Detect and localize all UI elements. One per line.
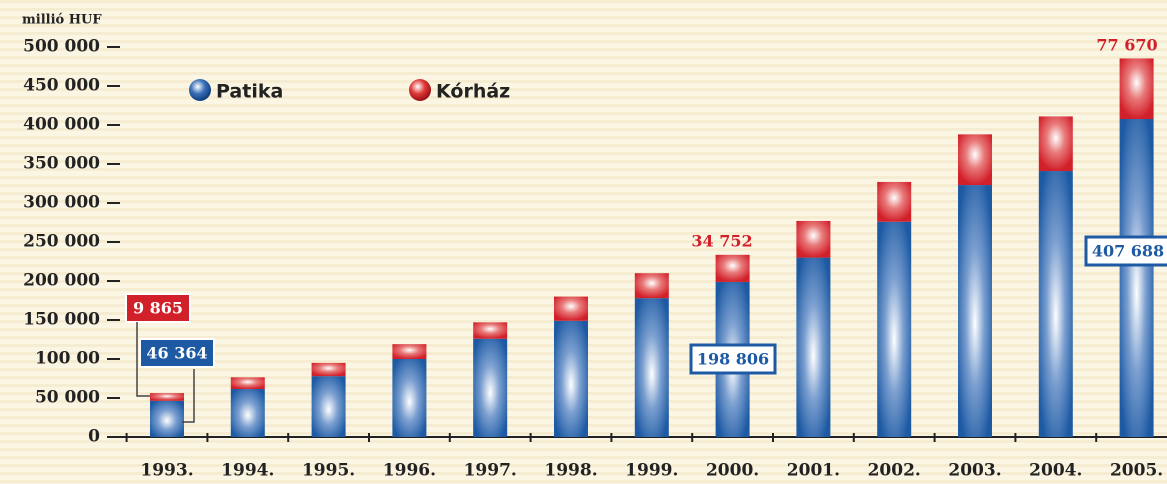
bar-segment: [554, 320, 588, 437]
x-tick-label: 1997.: [464, 461, 517, 481]
x-tick-label: 2003.: [948, 461, 1001, 481]
label-box: [689, 343, 777, 375]
bar-segment: [311, 362, 346, 377]
value-label: 407 688: [1092, 242, 1164, 261]
bar-segment: [311, 376, 346, 437]
bar-segment: [877, 181, 912, 222]
bar-segment: [796, 220, 831, 258]
bar-segment: [554, 296, 588, 321]
x-tick-label: 1995.: [302, 461, 355, 481]
bar-segment: [958, 134, 992, 186]
legend-swatch: [189, 79, 211, 101]
y-tick-label: 400 000: [23, 115, 100, 135]
x-tick-label: 2001.: [787, 461, 840, 481]
y-tick-label: 500 000: [23, 37, 100, 57]
bar-segment: [1038, 116, 1073, 172]
pointer: [182, 369, 195, 423]
y-tick-label: 0: [88, 427, 100, 447]
value-label: 198 806: [697, 350, 769, 369]
bar-segment: [230, 377, 265, 390]
y-tick-label: 200 000: [23, 271, 100, 291]
bar-segment: [473, 338, 508, 437]
pointer: [136, 322, 150, 397]
label-box: [139, 338, 215, 368]
bar-segment: [150, 393, 184, 401]
label-box: [125, 293, 191, 323]
legend-swatch: [409, 79, 431, 101]
x-tick-label: 1998.: [544, 461, 597, 481]
x-tick-label: 1999.: [625, 461, 678, 481]
y-tick-label: 300 000: [23, 193, 100, 213]
x-tick-label: 2002.: [868, 461, 921, 481]
bar-segment: [392, 344, 427, 359]
bar-segment: [634, 273, 669, 299]
label-box: [1084, 235, 1167, 267]
y-axis-label: millió HUF: [22, 13, 102, 28]
y-tick-label: 100 00: [35, 349, 100, 369]
bar-segment: [230, 389, 265, 437]
bar-segment: [877, 221, 912, 437]
bar-segment: [1038, 171, 1073, 437]
value-label: 77 670: [1096, 36, 1157, 55]
bar-segment: [150, 400, 184, 437]
bar-segment: [634, 298, 669, 437]
x-tick-label: 1993.: [140, 461, 193, 481]
bar-segment: [392, 359, 427, 437]
value-label: 9 865: [133, 299, 183, 318]
bar-segment: [796, 257, 831, 437]
x-tick-label: 1994.: [221, 461, 274, 481]
y-tick-label: 250 000: [23, 232, 100, 252]
legend-label: Patika: [216, 81, 283, 103]
x-tick-label: 2005.: [1110, 461, 1163, 481]
y-tick-label: 450 000: [23, 76, 100, 96]
y-tick-label: 50 000: [35, 388, 100, 408]
x-tick-label: 1996.: [383, 461, 436, 481]
bar-segment: [1119, 58, 1154, 120]
bar-segment: [473, 322, 508, 339]
bar-segment: [1119, 119, 1154, 437]
x-tick-label: 2000.: [706, 461, 759, 481]
value-label: 46 364: [146, 344, 207, 363]
x-tick-label: 2004.: [1029, 461, 1082, 481]
bar-segment: [958, 185, 992, 437]
bar-segment: [715, 254, 750, 282]
legend-label: Kórház: [436, 81, 510, 103]
y-tick-label: 350 000: [23, 154, 100, 174]
value-label: 34 752: [691, 232, 752, 251]
y-tick-label: 150 000: [23, 310, 100, 330]
